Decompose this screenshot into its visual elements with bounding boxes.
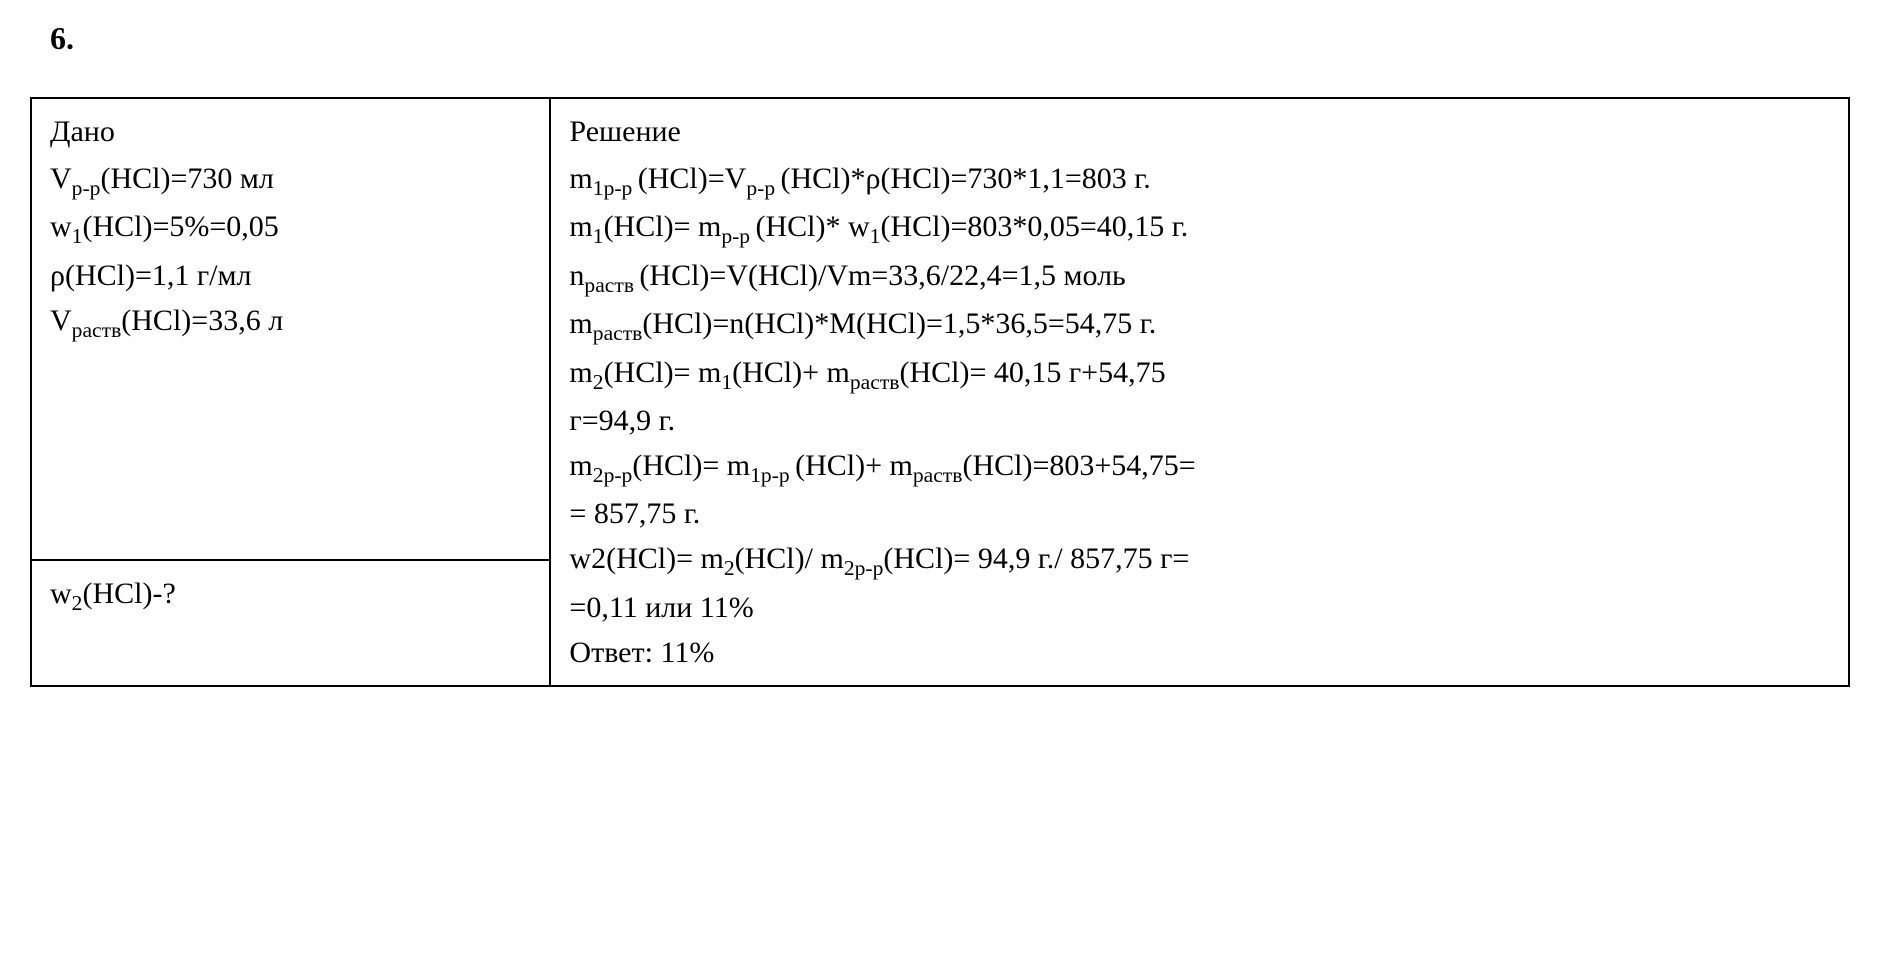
solution-cell: Решение m1р-р (HCl)=Vр-р (HCl)*ρ(HCl)=73… — [550, 98, 1849, 686]
solution-line: m1р-р (HCl)=Vр-р (HCl)*ρ(HCl)=730*1,1=80… — [569, 156, 1830, 204]
given-heading: Дано — [50, 109, 531, 154]
solution-table: Дано Vр-р(HCl)=730 мл w1(HCl)=5%=0,05 ρ(… — [30, 97, 1850, 687]
given-line: Vр-р(HCl)=730 мл — [50, 156, 531, 204]
solution-heading: Решение — [569, 109, 1830, 154]
solution-line: = 857,75 г. — [569, 491, 1830, 536]
solution-line: г=94,9 г. — [569, 398, 1830, 443]
solution-line: m2р-р(HCl)= m1р-р (HCl)+ mраств(HCl)=803… — [569, 443, 1830, 491]
solution-line: =0,11 или 11% — [569, 585, 1830, 630]
solution-line: nраств (HCl)=V(HCl)/Vm=33,6/22,4=1,5 мол… — [569, 253, 1830, 301]
given-cell: Дано Vр-р(HCl)=730 мл w1(HCl)=5%=0,05 ρ(… — [31, 98, 550, 560]
solution-line: Ответ: 11% — [569, 630, 1830, 675]
find-line: w2(HCl)-? — [50, 571, 531, 619]
given-line: Vраств(HCl)=33,6 л — [50, 298, 531, 346]
given-line: ρ(HCl)=1,1 г/мл — [50, 253, 531, 298]
find-cell: w2(HCl)-? — [31, 560, 550, 686]
problem-number: 6. — [50, 20, 1848, 57]
solution-line: m2(HCl)= m1(HCl)+ mраств(HCl)= 40,15 г+5… — [569, 350, 1830, 398]
solution-line: mраств(HCl)=n(HCl)*M(HCl)=1,5*36,5=54,75… — [569, 301, 1830, 349]
solution-line: m1(HCl)= mр-р (HCl)* w1(HCl)=803*0,05=40… — [569, 204, 1830, 252]
given-line: w1(HCl)=5%=0,05 — [50, 204, 531, 252]
solution-line: w2(HCl)= m2(HCl)/ m2р-р(HCl)= 94,9 г./ 8… — [569, 536, 1830, 584]
